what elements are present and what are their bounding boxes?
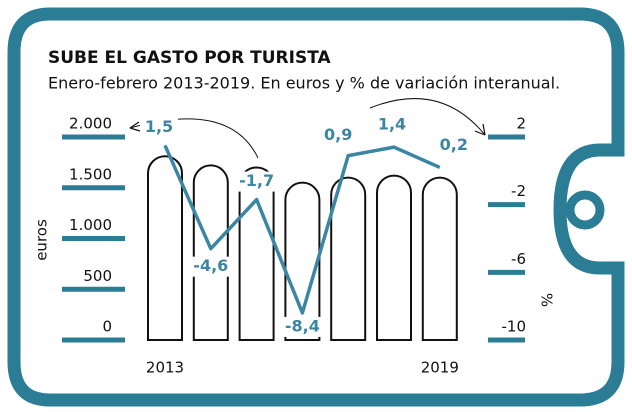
value-label: 1,4 xyxy=(378,115,406,134)
value-label: 0,9 xyxy=(324,125,352,144)
page: {"chart_data": { "type": "bar", "title":… xyxy=(0,0,632,412)
y2-tick-label: -10 xyxy=(502,318,527,336)
y-tick-label: 2.000 xyxy=(69,115,112,133)
value-label: -1,7 xyxy=(239,171,274,190)
y-tick-label: 500 xyxy=(83,267,112,285)
wallet-clasp xyxy=(570,195,600,225)
y2-tick-label: -2 xyxy=(511,182,526,200)
bar xyxy=(423,178,457,340)
bar xyxy=(377,176,411,340)
y2-tick-label: -6 xyxy=(511,250,526,268)
value-label: 1,5 xyxy=(145,117,173,136)
value-label: 0,2 xyxy=(440,135,468,154)
y2-tick-label: 2 xyxy=(516,115,526,133)
bar xyxy=(240,167,274,340)
value-label: -8,4 xyxy=(285,316,320,335)
y-tick-label: 0 xyxy=(102,318,112,336)
y2-axis-label: % xyxy=(538,293,556,307)
bar xyxy=(148,156,182,340)
bar xyxy=(194,165,228,340)
y-tick-label: 1.500 xyxy=(69,165,112,183)
x-tick-label: 2013 xyxy=(146,359,184,377)
value-label: -4,6 xyxy=(193,256,228,275)
chart-subtitle: Enero-febrero 2013-2019. En euros y % de… xyxy=(48,74,560,93)
chart-title: SUBE EL GASTO POR TURISTA xyxy=(48,48,331,68)
x-tick-label: 2019 xyxy=(421,359,459,377)
y-tick-label: 1.000 xyxy=(69,216,112,234)
chart: SUBE EL GASTO POR TURISTA Enero-febrero … xyxy=(0,0,632,412)
y-axis-label: euros xyxy=(33,219,51,261)
